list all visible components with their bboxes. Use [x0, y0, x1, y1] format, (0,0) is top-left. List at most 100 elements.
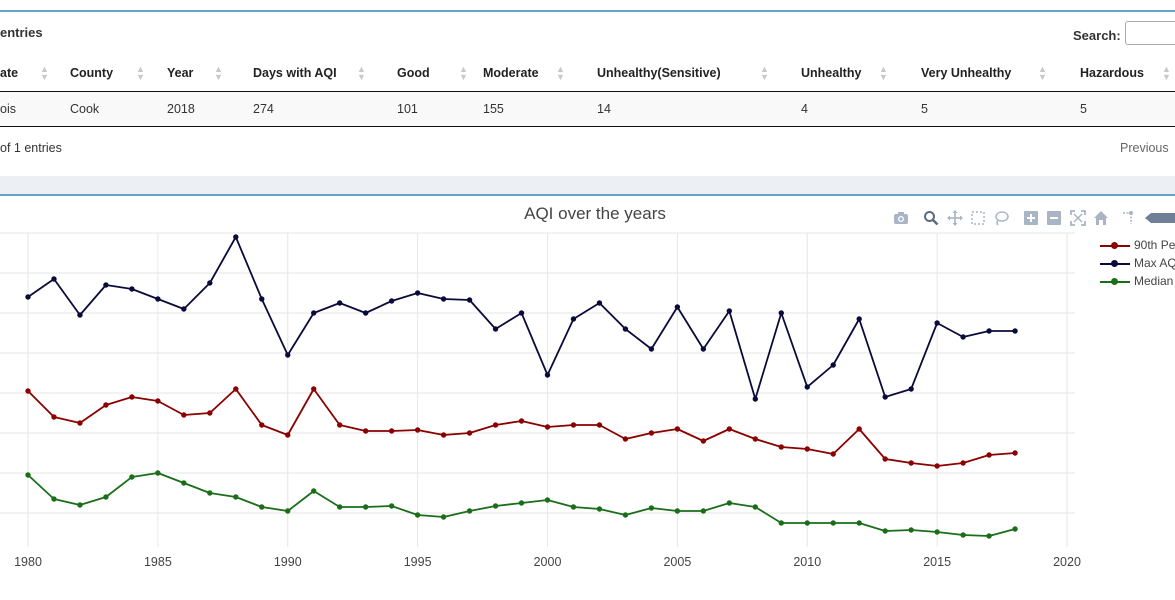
table-header-row: ate ▲ ▼ County ▲ ▼ Year ▲ ▼ Days with AQI ▲ ▼ Good ▲ ▼…: [0, 55, 1175, 92]
table-cell: 101: [388, 91, 471, 127]
data-point-max: [726, 308, 733, 314]
data-point-max: [934, 320, 940, 326]
column-header[interactable]: Year ▲ ▼: [158, 55, 241, 92]
data-point-median: [466, 508, 473, 514]
panel-gap: [0, 176, 1175, 194]
legend-label-p90: 90th Pe: [1134, 238, 1175, 252]
sort-arrows-icon[interactable]: ▲ ▼: [459, 64, 468, 82]
data-point-p90: [233, 386, 239, 392]
data-point-max: [129, 286, 135, 292]
data-point-median: [207, 490, 213, 496]
zoom-out-icon[interactable]: [1046, 210, 1062, 226]
column-header[interactable]: Good ▲ ▼: [388, 55, 471, 92]
column-header[interactable]: County ▲ ▼: [58, 55, 158, 92]
data-point-p90: [311, 386, 317, 392]
data-point-median: [285, 508, 291, 514]
data-point-max: [830, 362, 836, 368]
data-point-median: [882, 528, 888, 534]
data-point-median: [674, 508, 681, 514]
data-point-median: [440, 514, 447, 520]
data-point-max: [388, 298, 395, 304]
data-point-median: [856, 520, 862, 526]
x-tick-label: 1995: [404, 555, 432, 569]
camera-icon[interactable]: [893, 210, 909, 226]
data-point-max: [337, 300, 343, 306]
zoom-icon[interactable]: [923, 210, 939, 226]
table-row[interactable]: ois Cook 2018 274 101 155 14 4 5 5: [0, 91, 1175, 127]
data-point-p90: [570, 422, 577, 428]
column-header[interactable]: Days with AQI ▲ ▼: [241, 55, 388, 92]
data-point-median: [155, 470, 161, 476]
data-point-p90: [648, 430, 655, 436]
home-icon[interactable]: [1093, 210, 1109, 226]
data-point-max: [311, 310, 317, 316]
search-input[interactable]: [1125, 21, 1175, 45]
sort-arrows-icon[interactable]: ▲ ▼: [40, 64, 49, 82]
x-tick-label: 2015: [923, 555, 951, 569]
column-header[interactable]: Hazardous ▲ ▼: [1067, 55, 1175, 92]
column-header[interactable]: Unhealthy(Sensitive) ▲ ▼: [585, 55, 787, 92]
x-tick-label: 1980: [14, 555, 42, 569]
previous-page-button[interactable]: Previous: [1120, 141, 1169, 155]
x-tick-label: 2010: [793, 555, 821, 569]
panel-top-border: [0, 10, 1175, 12]
data-point-median: [726, 500, 733, 506]
column-header-label: Unhealthy: [801, 66, 862, 80]
data-point-p90: [181, 412, 187, 418]
column-header[interactable]: Very Unhealthy ▲ ▼: [908, 55, 1067, 92]
table-cell: Cook: [58, 91, 158, 127]
x-tick-label: 2020: [1053, 555, 1081, 569]
data-point-max: [752, 396, 758, 402]
series-line-max: [27, 236, 1016, 400]
data-point-max: [544, 372, 551, 378]
column-header[interactable]: Unhealthy ▲ ▼: [787, 55, 908, 92]
sort-arrows-icon[interactable]: ▲ ▼: [357, 64, 366, 82]
data-point-median: [259, 504, 265, 510]
data-point-median: [830, 520, 836, 526]
data-point-max: [1012, 328, 1018, 334]
data-point-median: [362, 504, 369, 510]
chart-panel-top-border: [0, 194, 1175, 196]
data-point-median: [233, 494, 239, 500]
sort-arrows-icon[interactable]: ▲ ▼: [1162, 64, 1171, 82]
search-label: Search:: [1073, 28, 1121, 43]
column-header-label: Unhealthy(Sensitive): [597, 66, 721, 80]
data-point-median: [25, 472, 31, 478]
column-header[interactable]: ate ▲ ▼: [0, 55, 58, 92]
data-point-max: [103, 282, 109, 288]
autoscale-icon[interactable]: [1070, 210, 1086, 226]
sort-arrows-icon[interactable]: ▲ ▼: [214, 64, 223, 82]
x-axis: 1980 1985 1990 1995 2000 2005 2010 2015 2020: [14, 555, 1081, 569]
box-select-icon[interactable]: [970, 210, 986, 226]
column-header-label: ate: [0, 66, 19, 80]
data-point-max: [804, 384, 810, 390]
data-point-p90: [466, 430, 473, 436]
zoom-in-icon[interactable]: [1023, 210, 1039, 226]
data-point-median: [934, 529, 940, 535]
lasso-icon[interactable]: [993, 210, 1009, 226]
data-point-median: [103, 494, 109, 500]
spike-lines-icon[interactable]: [1121, 210, 1137, 226]
column-header[interactable]: Moderate ▲ ▼: [471, 55, 585, 92]
hover-icon[interactable]: [1145, 210, 1175, 226]
sort-arrows-icon[interactable]: ▲ ▼: [556, 64, 565, 82]
x-tick-label: 2005: [663, 555, 691, 569]
pan-icon[interactable]: [947, 210, 963, 226]
data-point-median: [129, 474, 135, 480]
data-point-p90: [362, 428, 369, 434]
data-point-max: [259, 296, 265, 302]
chart-gridlines: [0, 232, 1075, 547]
sort-arrows-icon[interactable]: ▲ ▼: [879, 64, 888, 82]
sort-arrows-icon[interactable]: ▲ ▼: [1038, 64, 1047, 82]
data-point-median: [570, 504, 577, 510]
data-point-median: [986, 533, 992, 539]
sort-arrows-icon[interactable]: ▲ ▼: [136, 64, 145, 82]
data-point-p90: [285, 432, 291, 438]
sort-arrows-icon[interactable]: ▲ ▼: [760, 64, 769, 82]
data-point-median: [414, 512, 421, 518]
data-point-median: [181, 480, 187, 486]
data-point-median: [388, 503, 395, 509]
data-point-max: [648, 346, 655, 352]
data-point-p90: [518, 418, 525, 424]
data-point-p90: [414, 427, 421, 433]
